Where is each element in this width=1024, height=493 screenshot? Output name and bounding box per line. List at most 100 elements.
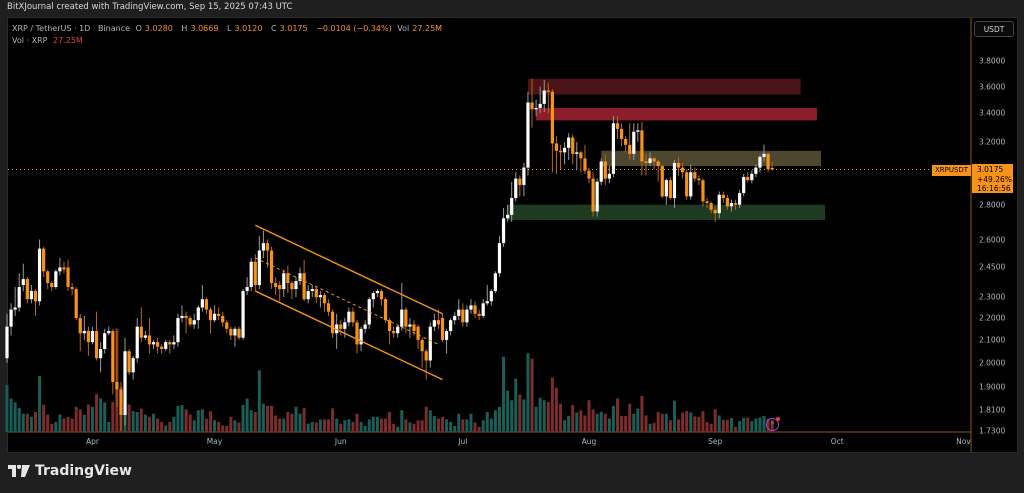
volume-bar: [160, 422, 164, 432]
candle-body: [567, 137, 571, 148]
volume-bar: [74, 406, 78, 432]
candle-body: [538, 103, 542, 108]
candle-body: [200, 299, 204, 308]
volume-bar: [725, 419, 729, 432]
volume-bar: [257, 370, 261, 432]
candle-body: [103, 333, 107, 349]
volume-bar: [164, 425, 168, 432]
candle-body: [656, 161, 660, 167]
candle-body: [143, 335, 147, 338]
zone-box: [601, 150, 821, 167]
candle-body: [66, 267, 70, 288]
volume-bar: [628, 403, 632, 432]
volume-bar: [632, 413, 636, 432]
volume-bar: [440, 416, 444, 432]
candle-body: [115, 382, 119, 390]
volume-bar: [156, 418, 160, 432]
candle-body: [457, 309, 461, 316]
candle-body: [188, 318, 192, 325]
volume-bar: [542, 400, 546, 432]
notification-dot: [776, 417, 780, 421]
lightning-icon[interactable]: ⚡: [766, 417, 780, 431]
volume-bar: [530, 358, 534, 432]
volume-bar: [314, 422, 318, 432]
candle-body: [709, 203, 713, 210]
candle-body: [493, 273, 497, 292]
candle-body: [123, 351, 127, 415]
volume-series-label[interactable]: Vol · XRP: [12, 36, 48, 45]
volume-bar: [640, 395, 644, 432]
volume-bar: [408, 422, 412, 432]
candle-body: [624, 139, 628, 145]
volume-bar: [624, 415, 628, 432]
candle-body: [204, 299, 209, 310]
zone-box: [527, 78, 801, 95]
volume-bar: [245, 398, 249, 432]
volume-bar: [95, 394, 99, 432]
candle-body: [595, 181, 599, 212]
candle-body: [518, 178, 522, 185]
candle-body: [526, 102, 530, 168]
time-tick-label: Nov: [956, 437, 971, 446]
volume-bar: [176, 405, 180, 432]
candle-body: [375, 291, 379, 294]
volume-bar: [701, 411, 705, 432]
volume-bar: [318, 419, 322, 432]
candle-body: [310, 289, 314, 292]
volume-bar: [713, 409, 717, 432]
high-label: H: [181, 24, 188, 33]
volume-bar: [750, 421, 754, 432]
volume-bar: [583, 415, 587, 432]
volume-bar: [99, 398, 103, 432]
candle-body: [17, 287, 21, 308]
candle-body: [298, 273, 302, 282]
candle-body: [379, 291, 384, 300]
candle-body: [82, 331, 86, 334]
candle-body: [221, 315, 225, 323]
candle-body: [33, 291, 38, 302]
candle-body: [746, 176, 750, 181]
volume-bar: [310, 422, 314, 432]
volume-bar: [396, 426, 400, 432]
volume-bar: [298, 413, 302, 432]
candle-body: [733, 203, 738, 205]
volume-bar: [233, 420, 237, 432]
volume-bar: [107, 422, 111, 432]
candle-body: [359, 328, 363, 345]
candle-body: [742, 176, 746, 194]
currency-button[interactable]: USDT: [974, 21, 1014, 37]
candle-body: [558, 150, 563, 153]
volume-bar: [697, 416, 701, 432]
volume-series-value: 27.25M: [53, 36, 83, 45]
symbol-label[interactable]: XRP / TetherUS · 1D · Binance: [12, 24, 131, 33]
volume-bar: [335, 418, 339, 432]
candle-body: [155, 342, 160, 347]
volume-bar: [559, 403, 563, 432]
volume-bar: [746, 417, 750, 432]
candle-body: [672, 162, 677, 199]
candle-body: [619, 128, 624, 140]
volume-bar: [278, 418, 282, 432]
price-tick-label: 1.8100: [979, 405, 1006, 415]
price-tick-label: 2.1000: [979, 335, 1006, 345]
candle-body: [750, 173, 754, 181]
candle-body: [269, 250, 274, 284]
price-tick-label: 2.6000: [979, 235, 1006, 245]
volume-bar: [428, 410, 432, 432]
volume-bar: [143, 414, 147, 432]
chart-panel[interactable]: [7, 17, 1018, 453]
volume-bar: [603, 413, 607, 432]
candle-body: [420, 339, 424, 352]
volume-bar: [538, 397, 542, 432]
price-tick-label: 2.0000: [979, 358, 1006, 368]
candle-body: [318, 295, 322, 298]
volume-bar: [188, 414, 192, 432]
candle-body: [208, 309, 213, 321]
volume-bar: [237, 422, 241, 432]
volume-bar: [709, 423, 713, 432]
volume-bar: [554, 387, 558, 432]
candle-body: [58, 267, 62, 272]
candle-body: [274, 283, 278, 288]
candle-body: [94, 331, 99, 359]
